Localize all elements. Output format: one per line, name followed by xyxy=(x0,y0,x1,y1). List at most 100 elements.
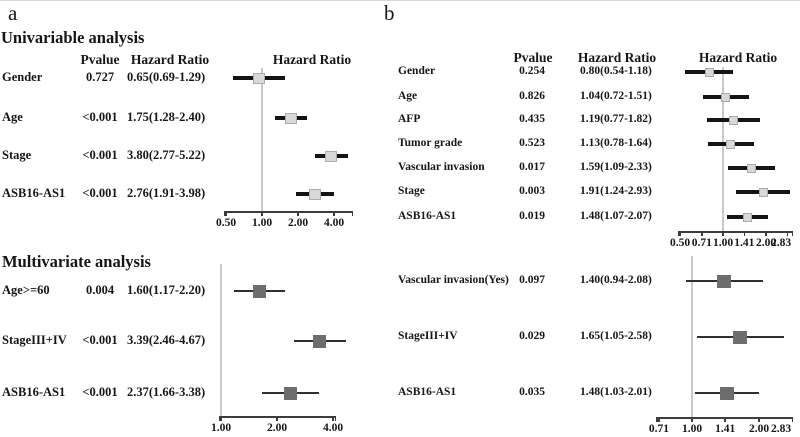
x-axis-tick xyxy=(724,417,726,422)
panel-b-plot-header: Hazard Ratio xyxy=(698,50,778,65)
x-axis-tick-label: 2.00 xyxy=(287,217,309,229)
row-pvalue: 0.435 xyxy=(519,113,545,125)
x-axis-tick xyxy=(276,416,278,421)
x-axis-endcap xyxy=(791,231,793,236)
row-pvalue: <0.001 xyxy=(82,148,118,162)
row-label: Tumor grade xyxy=(398,137,463,149)
row-label: Vascular invasion xyxy=(398,161,485,173)
x-axis-tick xyxy=(758,417,760,422)
x-axis-tick-label: 4.00 xyxy=(323,217,345,229)
row-pvalue: <0.001 xyxy=(82,333,118,347)
row-pvalue: 0.035 xyxy=(519,386,545,398)
row-label: Age xyxy=(2,110,23,124)
hr-marker xyxy=(717,274,732,288)
x-axis-tick-label: 1.00 xyxy=(681,423,703,435)
row-label: Gender xyxy=(398,65,436,77)
hr-marker xyxy=(721,92,731,102)
hr-marker xyxy=(285,112,298,124)
row-label: Gender xyxy=(2,70,43,84)
panel-b-pvalue-header: Pvalue xyxy=(513,50,553,65)
row-hr-value: 1.60(1.17-2.20) xyxy=(127,283,206,297)
row-label: AFP xyxy=(398,113,421,125)
x-axis-tick xyxy=(722,231,724,236)
row-pvalue: 0.017 xyxy=(519,161,545,173)
row-hr-value: 0.80(0.54-1.18) xyxy=(580,65,652,77)
row-hr-value: 3.80(2.77-5.22) xyxy=(127,148,206,162)
x-axis-tick-label: 1.00 xyxy=(251,217,273,229)
reference-line xyxy=(722,67,724,231)
x-axis-tick xyxy=(679,231,681,236)
panel-b-hazard-ratio-header: Hazard Ratio xyxy=(577,50,657,65)
x-axis-tick xyxy=(225,211,227,216)
row-hr-value: 1.40(0.94-2.08) xyxy=(580,274,652,286)
row-hr-value: 1.19(0.77-1.82) xyxy=(580,113,652,125)
x-axis-tick-label: 0.50 xyxy=(215,217,237,229)
row-label: Vascular invasion(Yes) xyxy=(398,274,509,286)
row-label: Age>=60 xyxy=(2,283,50,297)
x-axis-tick xyxy=(701,231,703,236)
row-hr-value: 2.37(1.66-3.38) xyxy=(127,385,206,399)
hr-marker xyxy=(308,188,321,200)
x-axis-tick-label: 4.00 xyxy=(322,422,344,434)
row-hr-value: 1.04(0.72-1.51) xyxy=(580,90,652,102)
row-hr-value: 1.48(1.07-2.07) xyxy=(580,210,652,222)
row-pvalue: <0.001 xyxy=(82,110,118,124)
reference-line xyxy=(220,264,222,416)
hr-marker xyxy=(704,67,714,77)
x-axis-line xyxy=(678,231,793,233)
hr-marker xyxy=(728,115,738,125)
row-hr-value: 0.65(0.69-1.29) xyxy=(127,70,206,84)
x-axis-tick xyxy=(297,211,299,216)
hr-marker xyxy=(733,330,748,344)
univariable-analysis-title: Univariable analysis xyxy=(1,28,145,47)
reference-line xyxy=(261,68,263,211)
row-label: StageIII+IV xyxy=(398,330,458,342)
x-axis-tick xyxy=(333,211,335,216)
row-hr-value: 1.13(0.78-1.64) xyxy=(580,137,652,149)
x-axis-tick-label: 1.41 xyxy=(715,423,736,435)
row-pvalue: 0.029 xyxy=(519,330,545,342)
x-axis-tick-label: 1.00 xyxy=(210,422,232,434)
row-hr-value: 2.76(1.91-3.98) xyxy=(127,186,206,200)
hr-marker xyxy=(743,212,753,222)
hr-marker xyxy=(758,187,768,197)
x-axis-tick-label: 2.00 xyxy=(748,423,770,435)
hr-marker xyxy=(252,284,266,298)
panel-a-plot-header: Hazard Ratio xyxy=(272,52,352,67)
row-hr-value: 1.48(1.03-2.01) xyxy=(580,386,652,398)
row-label: ASB16-AS1 xyxy=(2,385,66,399)
x-axis-tick xyxy=(220,416,222,421)
row-label: Age xyxy=(398,90,418,102)
x-axis-endcap xyxy=(224,211,226,216)
row-pvalue: 0.254 xyxy=(519,65,545,77)
panel-b-label: b xyxy=(384,1,395,25)
panel-a-pvalue-header: Pvalue xyxy=(80,52,120,67)
hr-marker xyxy=(284,386,298,400)
x-axis-endcap xyxy=(351,211,353,216)
hr-marker xyxy=(726,139,736,149)
x-axis-tick-label: 2.83 xyxy=(770,423,792,435)
row-pvalue: 0.727 xyxy=(85,70,115,84)
row-label: Stage xyxy=(2,148,32,162)
x-axis-endcap xyxy=(678,231,680,236)
row-pvalue: <0.001 xyxy=(82,385,118,399)
multivariate-analysis-title: Multivariate analysis xyxy=(2,252,151,271)
x-axis-tick xyxy=(658,417,660,422)
row-label: Stage xyxy=(398,185,425,197)
row-label: ASB16-AS1 xyxy=(398,210,457,222)
row-pvalue: <0.001 xyxy=(82,186,118,200)
x-axis-tick xyxy=(332,416,334,421)
hr-marker xyxy=(747,163,757,173)
x-axis-line xyxy=(224,211,353,213)
x-axis-tick-label: 0.50 xyxy=(669,237,691,249)
x-axis-tick-label: 0.71 xyxy=(691,237,712,249)
x-axis-tick xyxy=(786,231,789,236)
row-pvalue: 0.097 xyxy=(519,274,545,286)
hr-marker xyxy=(720,386,735,400)
x-axis-tick-label: 2.00 xyxy=(266,422,288,434)
